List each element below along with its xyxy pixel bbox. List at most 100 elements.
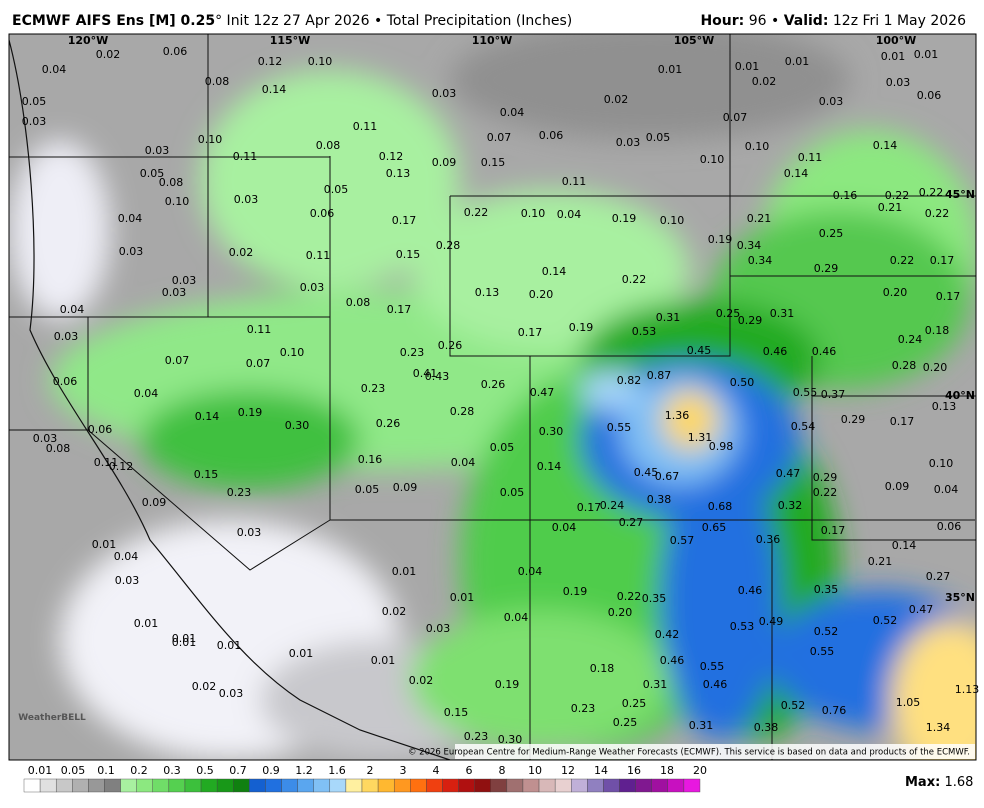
value-label: 0.22 xyxy=(622,273,647,286)
value-label: 0.22 xyxy=(925,207,950,220)
lat-label: 35°N xyxy=(945,591,975,604)
value-label: 0.24 xyxy=(898,333,923,346)
value-label: 0.17 xyxy=(577,501,602,514)
value-label: 0.04 xyxy=(504,611,529,624)
colorbar-swatch xyxy=(233,778,250,793)
value-label: 0.01 xyxy=(371,654,396,667)
value-label: 0.46 xyxy=(738,584,763,597)
colorbar-swatch xyxy=(361,778,379,793)
value-label: 0.31 xyxy=(689,719,714,732)
value-label: 0.27 xyxy=(926,570,951,583)
value-label: 0.02 xyxy=(409,674,434,687)
colorbar-swatch xyxy=(683,778,701,793)
value-label: 0.21 xyxy=(868,555,893,568)
value-label: 0.10 xyxy=(521,207,546,220)
value-label: 1.05 xyxy=(896,696,921,709)
colorbar-swatch xyxy=(410,778,427,793)
value-label: 0.09 xyxy=(393,481,418,494)
value-label: 0.45 xyxy=(687,344,712,357)
value-label: 0.06 xyxy=(917,89,942,102)
value-label: 0.55 xyxy=(810,645,835,658)
colorbar-swatch xyxy=(554,778,572,793)
colorbar-swatch xyxy=(587,778,604,793)
value-label: 0.30 xyxy=(285,419,310,432)
value-label: 0.10 xyxy=(280,346,305,359)
value-label: 0.09 xyxy=(885,480,910,493)
colorbar-label: 3 xyxy=(400,764,407,777)
value-label: 1.34 xyxy=(926,721,951,734)
value-label: 0.01 xyxy=(217,639,242,652)
value-label: 0.53 xyxy=(632,325,657,338)
value-label: 0.22 xyxy=(617,590,642,603)
value-label: 0.14 xyxy=(542,265,567,278)
lon-label: 100°W xyxy=(876,34,917,47)
value-label: 0.05 xyxy=(500,486,525,499)
value-label: 0.38 xyxy=(647,493,672,506)
colorbar-label: 0.1 xyxy=(97,764,115,777)
value-label: 0.10 xyxy=(929,457,954,470)
colorbar-label: 0.05 xyxy=(61,764,86,777)
value-label: 0.01 xyxy=(881,50,906,63)
value-labels: 0.06 0.02 0.04 0.12 0.10 0.08 0.14 0.03 0.05 0.03… xyxy=(22,45,980,746)
value-label: 0.37 xyxy=(821,388,846,401)
value-label: 0.20 xyxy=(529,288,554,301)
value-label: 0.46 xyxy=(703,678,728,691)
lon-label: 105°W xyxy=(674,34,715,47)
value-label: 0.02 xyxy=(229,246,254,259)
colorbar-swatch xyxy=(152,778,170,793)
value-label: 0.57 xyxy=(670,534,695,547)
valid-label: Valid: xyxy=(784,13,829,29)
value-label: 0.18 xyxy=(590,662,615,675)
value-label: 0.04 xyxy=(500,106,525,119)
value-label: 0.12 xyxy=(109,460,134,473)
value-label: 0.01 xyxy=(735,60,760,73)
value-label: 0.34 xyxy=(737,239,762,252)
value-label: 0.29 xyxy=(813,471,838,484)
value-label: 0.18 xyxy=(925,324,950,337)
value-label: 0.55 xyxy=(700,660,725,673)
value-label: 0.20 xyxy=(608,606,633,619)
value-label: 0.01 xyxy=(914,48,939,61)
value-label: 0.29 xyxy=(738,314,763,327)
value-label: 0.27 xyxy=(619,516,644,529)
value-label: 0.03 xyxy=(886,76,911,89)
value-label: 0.14 xyxy=(262,83,287,96)
value-label: 0.05 xyxy=(646,131,671,144)
logo: WeatherBELL xyxy=(18,713,86,723)
value-label: 0.10 xyxy=(165,195,190,208)
value-label: 0.16 xyxy=(358,453,383,466)
colorbar-swatch xyxy=(490,778,508,793)
colorbar-label: 4 xyxy=(433,764,440,777)
colorbar-swatch xyxy=(88,778,105,793)
value-label: 0.07 xyxy=(487,131,512,144)
lon-label: 110°W xyxy=(472,34,513,47)
value-label: 0.03 xyxy=(54,330,79,343)
value-label: 0.01 xyxy=(134,617,159,630)
value-label: 0.46 xyxy=(812,345,837,358)
value-label: 0.23 xyxy=(361,382,386,395)
colorbar-swatch xyxy=(104,778,121,793)
value-label: 0.04 xyxy=(552,521,577,534)
value-label: 0.07 xyxy=(246,357,271,370)
colorbar-label: 14 xyxy=(594,764,608,777)
value-label: 0.52 xyxy=(814,625,839,638)
value-label: 0.10 xyxy=(660,214,685,227)
value-label: 0.67 xyxy=(655,470,680,483)
value-label: 0.01 xyxy=(289,647,314,660)
value-label: 0.13 xyxy=(475,286,500,299)
value-label: 0.03 xyxy=(300,281,325,294)
colorbar-swatch xyxy=(377,778,395,793)
value-label: 0.01 xyxy=(392,565,417,578)
colorbar-swatch xyxy=(23,778,41,793)
colorbar-swatch xyxy=(458,778,475,793)
value-label: 0.03 xyxy=(616,136,641,149)
value-label: 0.28 xyxy=(892,359,917,372)
value-label: 0.38 xyxy=(754,721,779,734)
value-label: 0.04 xyxy=(451,456,476,469)
value-label: 1.36 xyxy=(665,409,690,422)
value-label: 0.06 xyxy=(310,207,335,220)
value-label: 0.30 xyxy=(539,425,564,438)
value-label: 0.21 xyxy=(747,212,772,225)
value-label: 0.03 xyxy=(234,193,259,206)
hour-label: Hour: xyxy=(700,13,744,29)
